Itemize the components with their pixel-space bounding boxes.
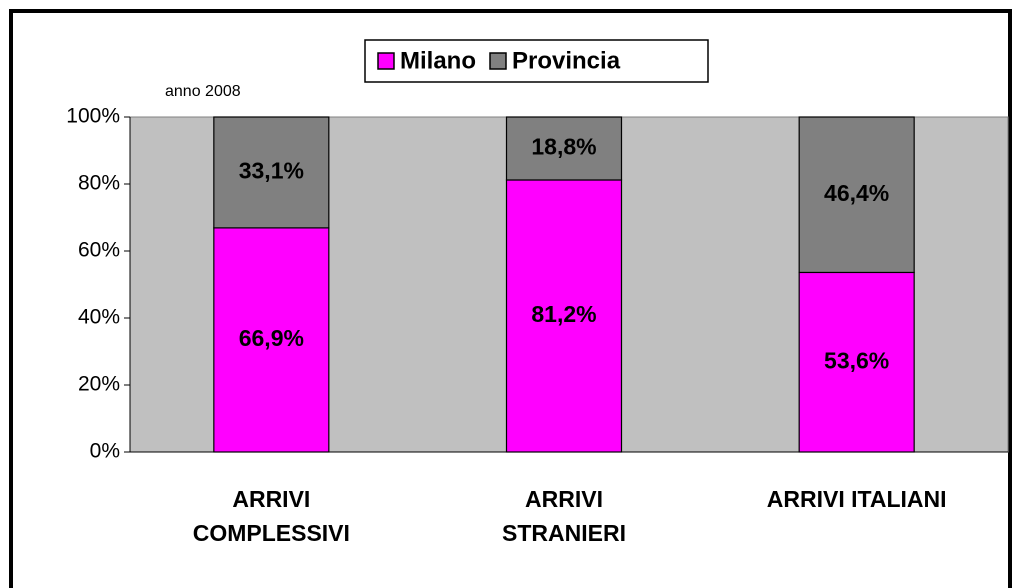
value-label: 33,1% [239,158,304,184]
x-tick-label: ARRIVI ITALIANI [766,486,947,512]
bar-segment [213,116,330,229]
legend-swatch [377,52,395,70]
bar-segment [505,179,623,453]
chart-subtitle: anno 2008 [165,83,241,100]
value-label: 46,4% [824,180,889,206]
y-tick-label: 20% [78,373,120,396]
bar-segment [213,227,330,453]
bar-segment [505,116,623,181]
value-label: 81,2% [531,301,596,327]
y-tick-label: 40% [78,306,120,329]
legend-box [364,39,709,83]
value-label: 18,8% [531,134,596,160]
y-tick-label: 100% [66,105,120,128]
x-tick-label: ARRIVI STRANIERI [502,486,626,546]
chart-border [9,9,1012,588]
value-label: 53,6% [824,347,889,373]
x-tick-label: ARRIVI COMPLESSIVI [192,486,350,546]
bar-segment [798,271,915,453]
value-label: 66,9% [239,325,304,351]
bar-segment [798,116,915,274]
y-tick-label: 60% [78,239,120,262]
y-tick-label: 0% [90,440,120,463]
y-tick-label: 80% [78,172,120,195]
legend-label: Provincia [512,47,621,74]
legend-swatch [489,52,507,70]
legend-label: Milano [400,47,476,74]
